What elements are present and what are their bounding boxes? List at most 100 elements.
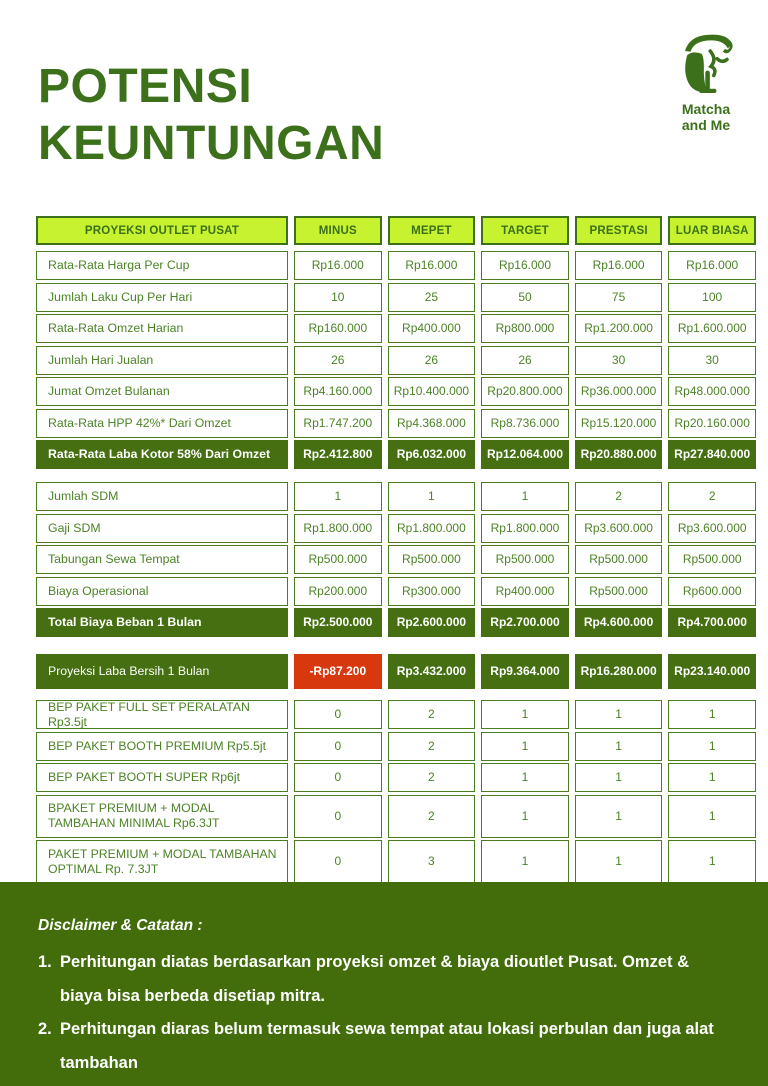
row-label-cell: BPAKET PREMIUM + MODAL TAMBAHAN MINIMAL … bbox=[36, 794, 288, 838]
row-value-cell: Rp2.412.800 bbox=[294, 440, 382, 469]
row-value-cell: Rp16.000 bbox=[668, 251, 756, 280]
row-label-cell: Jumlah SDM bbox=[36, 482, 288, 511]
row-value-cell: 30 bbox=[574, 345, 663, 375]
row-value-cell: 1 bbox=[574, 840, 663, 883]
row-value-cell: 1 bbox=[574, 794, 663, 838]
row-value-cell: Rp800.000 bbox=[481, 314, 569, 343]
row-value-cell: Rp10.400.000 bbox=[387, 377, 476, 406]
row-value-cell: 1 bbox=[668, 840, 756, 883]
row-value-cell: Rp1.800.000 bbox=[387, 513, 476, 543]
row-value-cell: Rp160.000 bbox=[294, 314, 382, 343]
row-label-cell: Gaji SDM bbox=[36, 513, 288, 543]
row-label-cell: Total Biaya Beban 1 Bulan bbox=[36, 608, 288, 637]
row-value-cell: 0 bbox=[294, 840, 382, 883]
row-value-cell: 1 bbox=[481, 700, 569, 729]
row-value-cell: Rp15.120.000 bbox=[574, 408, 663, 438]
row-label-cell: Jumlah Laku Cup Per Hari bbox=[36, 282, 288, 312]
row-value-cell: 0 bbox=[294, 763, 382, 792]
header-cell-minus: MINUS bbox=[294, 216, 382, 245]
row-value-cell: Rp3.600.000 bbox=[668, 513, 756, 543]
row-value-cell: Rp1.800.000 bbox=[294, 513, 382, 543]
table-section-bep: BEP PAKET FULL SET PERALATAN Rp3.5jt 0 2 1 1… bbox=[36, 700, 756, 883]
row-value-cell: Rp20.800.000 bbox=[481, 377, 569, 406]
row-value-cell: Rp16.000 bbox=[481, 251, 569, 280]
row-value-cell: 0 bbox=[294, 731, 382, 761]
row-value-cell: Rp2.500.000 bbox=[294, 608, 382, 637]
row-value-cell: Rp400.000 bbox=[387, 314, 476, 343]
page-title: POTENSI KEUNTUNGAN bbox=[38, 58, 384, 172]
row-value-cell: Rp16.000 bbox=[574, 251, 663, 280]
row-value-cell: Rp4.700.000 bbox=[668, 608, 756, 637]
row-label-cell: BEP PAKET FULL SET PERALATAN Rp3.5jt bbox=[36, 700, 288, 729]
header-cell-prestasi: PRESTASI bbox=[574, 216, 663, 245]
row-value-cell: Rp12.064.000 bbox=[481, 440, 569, 469]
row-value-cell: 30 bbox=[668, 345, 756, 375]
row-value-cell: 10 bbox=[294, 282, 382, 312]
row-label-cell: Jumlah Hari Jualan bbox=[36, 345, 288, 375]
row-label-cell: Proyeksi Laba Bersih 1 Bulan bbox=[36, 654, 288, 689]
row-value-cell: 2 bbox=[387, 794, 476, 838]
row-value-cell: 50 bbox=[481, 282, 569, 312]
row-value-cell: Rp2.600.000 bbox=[387, 608, 476, 637]
row-value-cell: Rp16.280.000 bbox=[574, 654, 663, 689]
row-value-cell: Rp6.032.000 bbox=[387, 440, 476, 469]
row-label-cell: Rata-Rata Harga Per Cup bbox=[36, 251, 288, 280]
row-value-cell: Rp27.840.000 bbox=[668, 440, 756, 469]
row-value-cell: -Rp87.200 bbox=[294, 654, 382, 689]
row-value-cell: Rp1.200.000 bbox=[574, 314, 663, 343]
row-value-cell: 0 bbox=[294, 700, 382, 729]
header-cell-target: TARGET bbox=[481, 216, 569, 245]
row-value-cell: Rp16.000 bbox=[294, 251, 382, 280]
row-value-cell: 0 bbox=[294, 794, 382, 838]
page-title-line2: KEUNTUNGAN bbox=[38, 117, 385, 170]
table-section-laba-bersih: Proyeksi Laba Bersih 1 Bulan -Rp87.200 Rp3… bbox=[36, 654, 756, 689]
row-value-cell: Rp1.800.000 bbox=[481, 513, 569, 543]
page-title-line1: POTENSI bbox=[38, 60, 253, 113]
row-value-cell: Rp48.000.000 bbox=[668, 377, 756, 406]
row-label-cell: BEP PAKET BOOTH SUPER Rp6jt bbox=[36, 763, 288, 792]
header-cell-luar-biasa: LUAR BIASA bbox=[668, 216, 756, 245]
row-value-cell: Rp300.000 bbox=[387, 576, 476, 606]
row-value-cell: 1 bbox=[668, 731, 756, 761]
disclaimer-item-1-text: Perhitungan diatas berdasarkan proyeksi … bbox=[60, 953, 689, 1005]
row-value-cell: Rp1.600.000 bbox=[668, 314, 756, 343]
brand-name-line2: and Me bbox=[681, 116, 731, 133]
row-value-cell: Rp16.000 bbox=[387, 251, 476, 280]
row-value-cell: 2 bbox=[387, 731, 476, 761]
brand-name-line1: Matcha bbox=[681, 101, 731, 117]
row-label-cell: Rata-Rata HPP 42%* Dari Omzet bbox=[36, 408, 288, 438]
row-value-cell: Rp500.000 bbox=[387, 545, 476, 574]
row-label-cell: Rata-Rata Omzet Harian bbox=[36, 314, 288, 343]
row-value-cell: Rp1.747.200 bbox=[294, 408, 382, 438]
disclaimer-footer: Disclaimer & Catatan : 1. Perhitungan di… bbox=[0, 882, 768, 1086]
row-value-cell: 2 bbox=[668, 482, 756, 511]
row-value-cell: 1 bbox=[481, 840, 569, 883]
row-label-cell: Rata-Rata Laba Kotor 58% Dari Omzet bbox=[36, 440, 288, 469]
brand-logo: Matcha and Me bbox=[658, 30, 754, 133]
row-value-cell: Rp400.000 bbox=[481, 576, 569, 606]
row-value-cell: Rp4.160.000 bbox=[294, 377, 382, 406]
row-value-cell: Rp500.000 bbox=[668, 545, 756, 574]
header-cell-mepet: MEPET bbox=[387, 216, 476, 245]
row-value-cell: Rp500.000 bbox=[481, 545, 569, 574]
row-value-cell: Rp2.700.000 bbox=[481, 608, 569, 637]
row-value-cell: Rp23.140.000 bbox=[668, 654, 756, 689]
row-value-cell: Rp9.364.000 bbox=[481, 654, 569, 689]
row-value-cell: 26 bbox=[387, 345, 476, 375]
row-value-cell: 1 bbox=[481, 482, 569, 511]
row-value-cell: 1 bbox=[668, 700, 756, 729]
disclaimer-item-1-number: 1. bbox=[38, 953, 52, 971]
row-value-cell: Rp200.000 bbox=[294, 576, 382, 606]
row-value-cell: 1 bbox=[387, 482, 476, 511]
table-header-row: PROYEKSI OUTLET PUSAT MINUS MEPET TARGET… bbox=[36, 216, 756, 245]
row-value-cell: Rp500.000 bbox=[294, 545, 382, 574]
row-value-cell: 1 bbox=[574, 700, 663, 729]
disclaimer-item-1: 1. Perhitungan diatas berdasarkan proyek… bbox=[38, 946, 726, 1013]
table-section-omzet: Rata-Rata Harga Per Cup Rp16.000 Rp16.000 R… bbox=[36, 251, 756, 469]
row-value-cell: 1 bbox=[481, 731, 569, 761]
row-value-cell: 1 bbox=[294, 482, 382, 511]
disclaimer-item-2: 2. Perhitungan diaras belum termasuk sew… bbox=[38, 1013, 726, 1080]
row-value-cell: Rp3.600.000 bbox=[574, 513, 663, 543]
row-label-cell: Biaya Operasional bbox=[36, 576, 288, 606]
